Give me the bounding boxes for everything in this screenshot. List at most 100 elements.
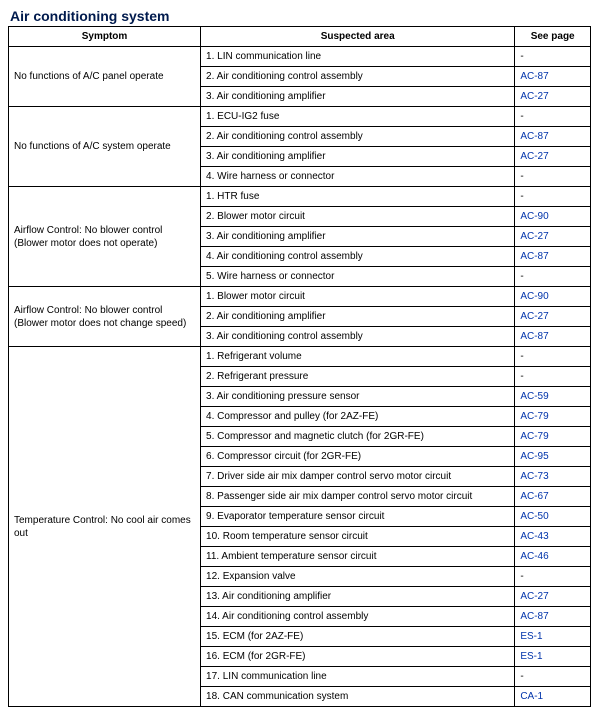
suspected-area-cell: 6. Compressor circuit (for 2GR-FE) [201, 447, 515, 467]
see-page-cell: - [515, 347, 591, 367]
see-page-cell: AC-59 [515, 387, 591, 407]
page-link[interactable]: AC-46 [520, 551, 548, 562]
see-page-cell: CA-1 [515, 687, 591, 707]
page-link[interactable]: CA-1 [520, 691, 543, 702]
see-page-cell: AC-95 [515, 447, 591, 467]
page-link[interactable]: AC-27 [520, 311, 548, 322]
symptom-cell: Airflow Control: No blower control (Blow… [9, 187, 201, 287]
page-link[interactable]: AC-90 [520, 291, 548, 302]
see-page-cell: AC-90 [515, 207, 591, 227]
suspected-area-cell: 3. Air conditioning control assembly [201, 327, 515, 347]
suspected-area-cell: 2. Air conditioning control assembly [201, 127, 515, 147]
see-page-cell: AC-67 [515, 487, 591, 507]
table-row: Airflow Control: No blower control (Blow… [9, 187, 591, 207]
suspected-area-cell: 1. ECU-IG2 fuse [201, 107, 515, 127]
suspected-area-cell: 4. Compressor and pulley (for 2AZ-FE) [201, 407, 515, 427]
suspected-area-cell: 2. Blower motor circuit [201, 207, 515, 227]
page-link[interactable]: AC-27 [520, 591, 548, 602]
page-link[interactable]: AC-73 [520, 471, 548, 482]
page-link[interactable]: AC-27 [520, 151, 548, 162]
see-page-cell: AC-43 [515, 527, 591, 547]
suspected-area-cell: 18. CAN communication system [201, 687, 515, 707]
suspected-area-cell: 5. Wire harness or connector [201, 267, 515, 287]
table-row: No functions of A/C panel operate1. LIN … [9, 47, 591, 67]
suspected-area-cell: 5. Compressor and magnetic clutch (for 2… [201, 427, 515, 447]
suspected-area-cell: 7. Driver side air mix damper control se… [201, 467, 515, 487]
suspected-area-cell: 2. Air conditioning amplifier [201, 307, 515, 327]
page-link[interactable]: AC-87 [520, 331, 548, 342]
see-page-cell: - [515, 167, 591, 187]
suspected-area-cell: 1. Blower motor circuit [201, 287, 515, 307]
suspected-area-cell: 15. ECM (for 2AZ-FE) [201, 627, 515, 647]
suspected-area-cell: 2. Refrigerant pressure [201, 367, 515, 387]
page-link[interactable]: ES-1 [520, 651, 542, 662]
see-page-cell: ES-1 [515, 627, 591, 647]
suspected-area-cell: 8. Passenger side air mix damper control… [201, 487, 515, 507]
see-page-cell: AC-87 [515, 247, 591, 267]
page-link[interactable]: AC-50 [520, 511, 548, 522]
see-page-cell: AC-27 [515, 87, 591, 107]
see-page-cell: AC-87 [515, 127, 591, 147]
page-link[interactable]: AC-27 [520, 91, 548, 102]
page-link[interactable]: AC-87 [520, 71, 548, 82]
page-link[interactable]: ES-1 [520, 631, 542, 642]
symptom-cell: Airflow Control: No blower control (Blow… [9, 287, 201, 347]
symptom-cell: No functions of A/C panel operate [9, 47, 201, 107]
suspected-area-cell: 3. Air conditioning amplifier [201, 87, 515, 107]
see-page-cell: AC-90 [515, 287, 591, 307]
see-page-cell: - [515, 567, 591, 587]
suspected-area-cell: 4. Air conditioning control assembly [201, 247, 515, 267]
see-page-cell: - [515, 47, 591, 67]
suspected-area-cell: 1. HTR fuse [201, 187, 515, 207]
see-page-cell: AC-87 [515, 67, 591, 87]
page-link[interactable]: AC-59 [520, 391, 548, 402]
see-page-cell: - [515, 367, 591, 387]
see-page-cell: - [515, 107, 591, 127]
table-body: No functions of A/C panel operate1. LIN … [9, 47, 591, 707]
symptom-cell: No functions of A/C system operate [9, 107, 201, 187]
header-area: Suspected area [201, 27, 515, 47]
see-page-cell: AC-27 [515, 307, 591, 327]
suspected-area-cell: 12. Expansion valve [201, 567, 515, 587]
header-page: See page [515, 27, 591, 47]
page-link[interactable]: AC-79 [520, 411, 548, 422]
suspected-area-cell: 11. Ambient temperature sensor circuit [201, 547, 515, 567]
suspected-area-cell: 14. Air conditioning control assembly [201, 607, 515, 627]
see-page-cell: AC-50 [515, 507, 591, 527]
suspected-area-cell: 3. Air conditioning amplifier [201, 227, 515, 247]
page-link[interactable]: AC-95 [520, 451, 548, 462]
page-link[interactable]: AC-43 [520, 531, 548, 542]
see-page-cell: AC-87 [515, 327, 591, 347]
suspected-area-cell: 1. Refrigerant volume [201, 347, 515, 367]
suspected-area-cell: 16. ECM (for 2GR-FE) [201, 647, 515, 667]
suspected-area-cell: 4. Wire harness or connector [201, 167, 515, 187]
see-page-cell: AC-27 [515, 227, 591, 247]
see-page-cell: - [515, 187, 591, 207]
suspected-area-cell: 17. LIN communication line [201, 667, 515, 687]
page-link[interactable]: AC-27 [520, 231, 548, 242]
see-page-cell: AC-73 [515, 467, 591, 487]
page-link[interactable]: AC-90 [520, 211, 548, 222]
see-page-cell: - [515, 267, 591, 287]
see-page-cell: AC-87 [515, 607, 591, 627]
see-page-cell: AC-46 [515, 547, 591, 567]
page-link[interactable]: AC-87 [520, 251, 548, 262]
troubleshooting-table: Symptom Suspected area See page No funct… [8, 26, 591, 707]
see-page-cell: AC-79 [515, 407, 591, 427]
table-row: No functions of A/C system operate1. ECU… [9, 107, 591, 127]
suspected-area-cell: 3. Air conditioning amplifier [201, 147, 515, 167]
see-page-cell: ES-1 [515, 647, 591, 667]
suspected-area-cell: 10. Room temperature sensor circuit [201, 527, 515, 547]
page-link[interactable]: AC-67 [520, 491, 548, 502]
see-page-cell: AC-79 [515, 427, 591, 447]
page-link[interactable]: AC-87 [520, 611, 548, 622]
see-page-cell: - [515, 667, 591, 687]
see-page-cell: AC-27 [515, 147, 591, 167]
page-link[interactable]: AC-79 [520, 431, 548, 442]
suspected-area-cell: 13. Air conditioning amplifier [201, 587, 515, 607]
suspected-area-cell: 2. Air conditioning control assembly [201, 67, 515, 87]
header-symptom: Symptom [9, 27, 201, 47]
page-link[interactable]: AC-87 [520, 131, 548, 142]
table-row: Temperature Control: No cool air comes o… [9, 347, 591, 367]
page-title: Air conditioning system [10, 8, 591, 24]
